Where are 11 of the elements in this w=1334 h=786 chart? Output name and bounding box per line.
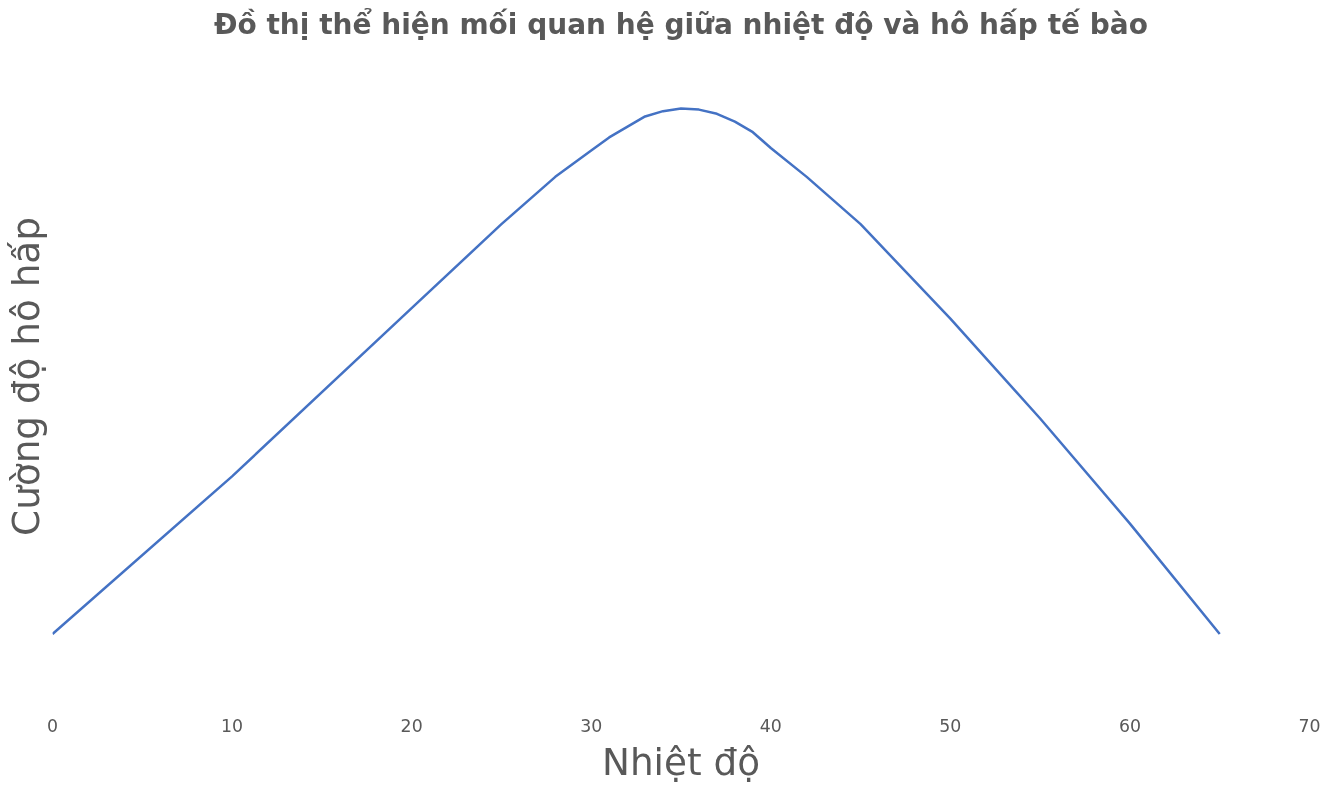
x-tick-label: 60 — [1118, 715, 1141, 736]
y-axis-title: Cường độ hô hấp — [3, 217, 48, 536]
x-tick-label: 0 — [46, 715, 59, 736]
x-tick-label: 40 — [759, 715, 782, 736]
x-axis-title: Nhiệt độ — [602, 739, 760, 784]
x-tick-label: 30 — [580, 715, 603, 736]
x-tick-label: 20 — [400, 715, 423, 736]
x-tick-label: 70 — [1298, 715, 1321, 736]
chart-title: Đồ thị thể hiện mối quan hệ giữa nhiệt độ và hô hấp tế bào — [214, 6, 1148, 41]
x-tick-label: 50 — [939, 715, 962, 736]
x-tick-label: 10 — [221, 715, 244, 736]
